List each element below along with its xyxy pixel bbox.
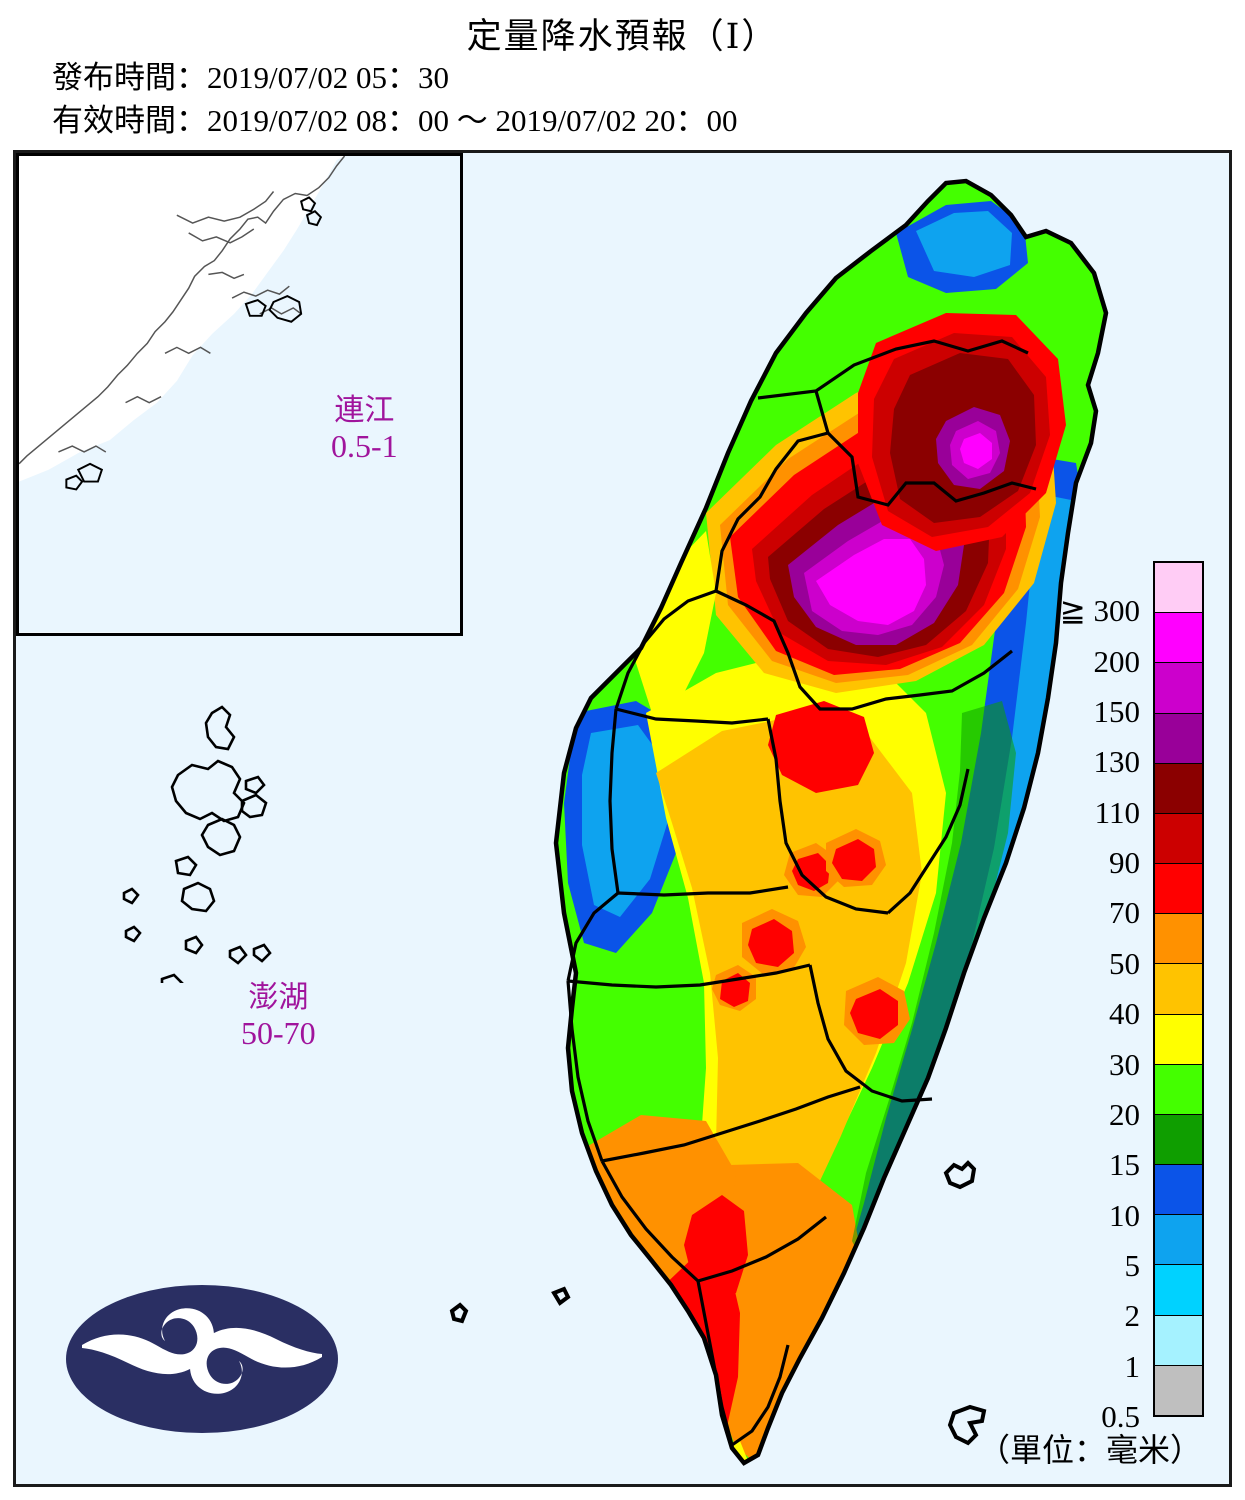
china-coast-inset: 連江 0.5-1 金門 10-15 [16, 153, 463, 636]
colorbar-band-70 [1155, 864, 1202, 915]
colorbar-band-40 [1155, 964, 1202, 1015]
colorbar-band-2 [1155, 1265, 1202, 1316]
map-label-penghu: 澎湖 50-70 [241, 981, 316, 1051]
colorbar-band-30 [1155, 1014, 1202, 1065]
colorbar-tick-50: 50 [1109, 945, 1140, 981]
colorbar-band-50 [1155, 914, 1202, 965]
colorbar-tick-70: 70 [1109, 895, 1140, 931]
colorbar-tick-30: 30 [1109, 1046, 1140, 1082]
taiwan-precipitation-contour-map [449, 178, 1109, 1466]
page-title: 定量降水預報（Ⅰ） [466, 17, 779, 57]
colorbar-band-20 [1155, 1064, 1202, 1115]
county-boundaries [566, 339, 1037, 1447]
colorbar-tick-90: 90 [1109, 845, 1140, 881]
colorbar-band-ge300 [1155, 563, 1202, 614]
colorbar-band-200 [1155, 613, 1202, 664]
colorbar-band-10 [1155, 1165, 1202, 1216]
colorbar-tick-5: 5 [1124, 1247, 1141, 1283]
colorbar-tick-labels: ≧ 300 200 150 130 110 90 70 50 40 30 20 15 10 5 2 1 0.5 [1016, 561, 1146, 1434]
issue-time-label: 發布時間：2019/07/02 05：30 [52, 60, 449, 95]
offshore-islands [449, 1160, 987, 1446]
colorbar-tick-300: ≧ 300 [1059, 593, 1140, 629]
map-label-penghu-name: 澎湖 [248, 980, 309, 1015]
colorbar-tick-20: 20 [1109, 1096, 1140, 1132]
inset-label-lianjiang-value: 0.5-1 [331, 427, 398, 464]
colorbar-band-90 [1155, 813, 1202, 865]
colorbar-tick-0.5: 0.5 [1101, 1399, 1140, 1434]
colorbar-tick-200: 200 [1093, 643, 1141, 679]
inset-coastline-map [19, 156, 460, 633]
colorbar-band-110 [1155, 763, 1202, 814]
colorbar-tick-2: 2 [1124, 1298, 1141, 1334]
colorbar-band-15 [1155, 1114, 1202, 1166]
colorbar-band-0.5 [1155, 1365, 1202, 1415]
colorbar-band-1 [1155, 1315, 1202, 1366]
inset-label-lianjiang-name: 連江 [334, 393, 395, 428]
colorbar-tick-130: 130 [1093, 744, 1141, 780]
colorbar-band-150 [1155, 663, 1202, 714]
cwb-logo [66, 1285, 338, 1433]
colorbar-tick-150: 150 [1093, 694, 1141, 730]
colorbar-unit-label: （單位：毫米） [978, 1431, 1203, 1469]
forecast-map-panel[interactable]: 連江 0.5-1 金門 10-15 [13, 150, 1232, 1487]
colorbar-tick-110: 110 [1094, 794, 1140, 830]
map-label-penghu-value: 50-70 [241, 1014, 316, 1051]
colorbar-tick-10: 10 [1109, 1197, 1140, 1233]
colorbar-band-5 [1155, 1215, 1202, 1266]
precip-contour-layers [556, 181, 1106, 1463]
precipitation-colorbar[interactable] [1153, 561, 1204, 1417]
colorbar-tick-1: 1 [1124, 1348, 1141, 1384]
colorbar-tick-15: 15 [1109, 1147, 1140, 1183]
penghu-islands [122, 705, 272, 983]
valid-time-label: 有效時間：2019/07/02 08：00 ～ 2019/07/02 20：00 [52, 103, 738, 138]
colorbar-band-130 [1155, 713, 1202, 764]
inset-label-lianjiang: 連江 0.5-1 [331, 394, 398, 464]
taiwan-coastline [553, 178, 1109, 1466]
colorbar-tick-40: 40 [1109, 996, 1140, 1032]
